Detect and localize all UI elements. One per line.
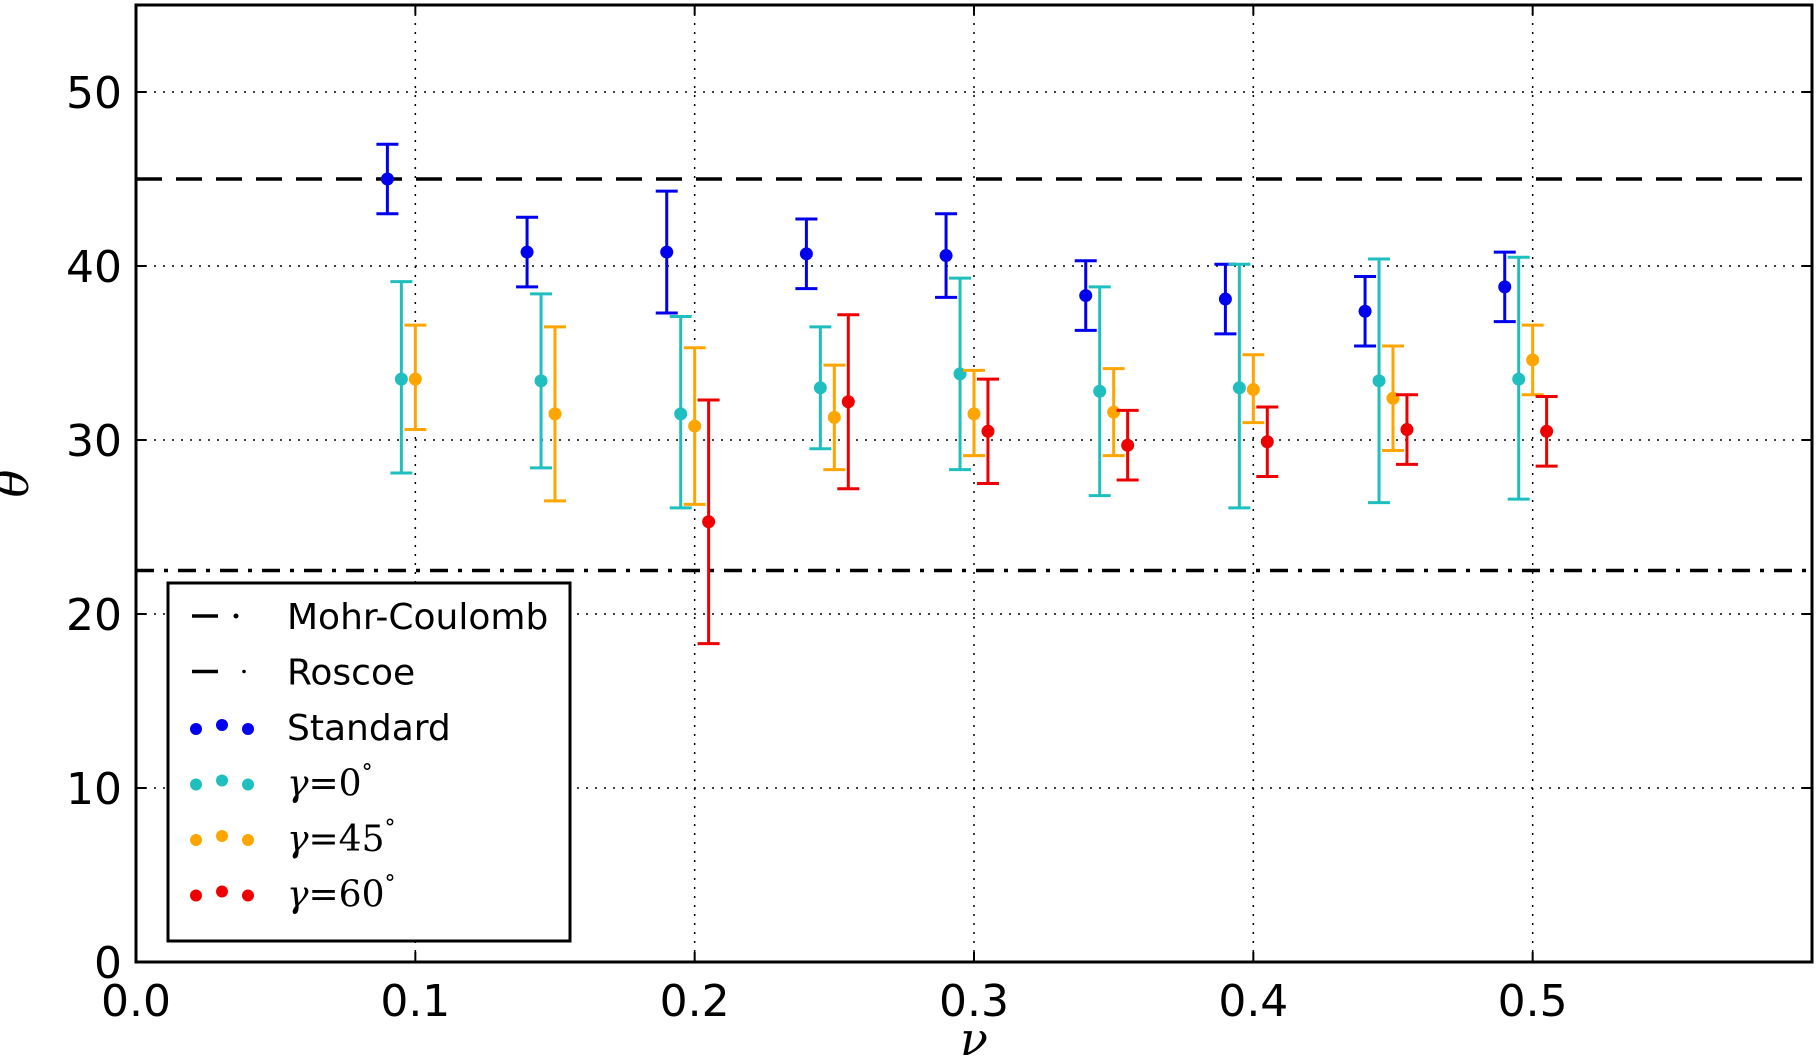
data-point — [1121, 438, 1135, 452]
y-tick-label: 0 — [94, 938, 122, 989]
legend-label: Roscoe — [287, 653, 415, 694]
y-tick-label: 10 — [66, 764, 122, 815]
legend-item: γ=60° — [190, 872, 396, 916]
legend-marker — [190, 723, 202, 735]
legend-marker — [216, 885, 228, 898]
data-point — [967, 407, 981, 421]
legend-marker — [190, 778, 202, 791]
legend-label: γ=0° — [287, 761, 373, 805]
x-tick-label: 0.5 — [1498, 976, 1568, 1027]
data-point — [799, 247, 813, 261]
data-point — [1540, 424, 1554, 438]
data-point — [520, 245, 534, 259]
legend-marker — [190, 834, 202, 846]
legend-marker — [216, 830, 228, 842]
data-point — [939, 249, 953, 263]
data-point — [1107, 405, 1121, 419]
series-0 — [376, 142, 1516, 348]
data-point — [1372, 374, 1386, 388]
data-point — [1260, 435, 1274, 449]
data-point — [688, 419, 702, 433]
data-point — [1232, 381, 1246, 395]
series-layer — [376, 142, 1558, 646]
legend-line-dot — [233, 613, 239, 619]
legend-marker — [242, 889, 254, 902]
legend-marker — [216, 719, 228, 731]
data-point — [702, 515, 716, 529]
reference-lines — [136, 177, 1812, 573]
legend-item: Mohr-Coulomb — [192, 597, 548, 638]
x-tick-label: 0.3 — [939, 976, 1009, 1027]
legend-label: Standard — [287, 708, 451, 749]
data-point — [1512, 372, 1526, 386]
data-point — [1358, 304, 1372, 318]
legend-line-dot — [242, 669, 246, 674]
series-3 — [697, 313, 1558, 646]
data-point — [1498, 280, 1512, 294]
data-point — [841, 395, 855, 409]
legend-marker — [216, 774, 228, 787]
legend-label: γ=45° — [287, 816, 396, 860]
legend-item: Standard — [190, 708, 451, 749]
y-tick-label: 40 — [66, 242, 122, 293]
series-1 — [390, 255, 1530, 510]
x-tick-label: 0.0 — [101, 976, 171, 1027]
data-point — [1218, 292, 1232, 306]
data-point — [1526, 353, 1540, 367]
data-point — [408, 372, 422, 386]
y-tick-label: 20 — [66, 590, 122, 641]
data-point — [1246, 383, 1260, 397]
legend-item: Roscoe — [192, 653, 415, 694]
data-point — [1079, 289, 1093, 303]
y-axis-label: θ — [0, 470, 39, 498]
legend: Mohr-Coulomb Roscoe Standard γ=0° γ=45° γ=60° — [166, 581, 572, 943]
y-tick-label: 30 — [66, 416, 122, 467]
series-2 — [404, 323, 1544, 506]
data-point — [981, 424, 995, 438]
data-point — [813, 381, 827, 395]
x-tick-label: 0.4 — [1218, 976, 1288, 1027]
legend-box — [166, 581, 572, 943]
data-point — [827, 410, 841, 424]
y-tick-label: 50 — [66, 68, 122, 119]
data-point — [534, 374, 548, 388]
legend-label: Mohr-Coulomb — [287, 597, 548, 638]
data-point — [380, 172, 394, 186]
legend-marker — [242, 723, 254, 735]
data-point — [548, 407, 562, 421]
legend-label: γ=60° — [287, 872, 396, 916]
data-point — [394, 372, 408, 386]
data-point — [1400, 423, 1414, 437]
legend-item: γ=0° — [190, 761, 373, 805]
legend-marker — [242, 834, 254, 846]
x-tick-label: 0.1 — [380, 976, 450, 1027]
data-point — [1093, 384, 1107, 398]
legend-item: γ=45° — [190, 816, 396, 860]
legend-marker — [190, 889, 202, 902]
x-tick-label: 0.2 — [660, 976, 730, 1027]
data-point — [674, 407, 688, 421]
data-point — [660, 245, 674, 259]
axis-ticks: 0.0 0.1 0.2 0.3 0.4 0.5 0 10 20 30 40 50 — [66, 5, 1812, 1027]
x-axis-label: ν — [960, 1012, 988, 1061]
legend-marker — [242, 778, 254, 791]
